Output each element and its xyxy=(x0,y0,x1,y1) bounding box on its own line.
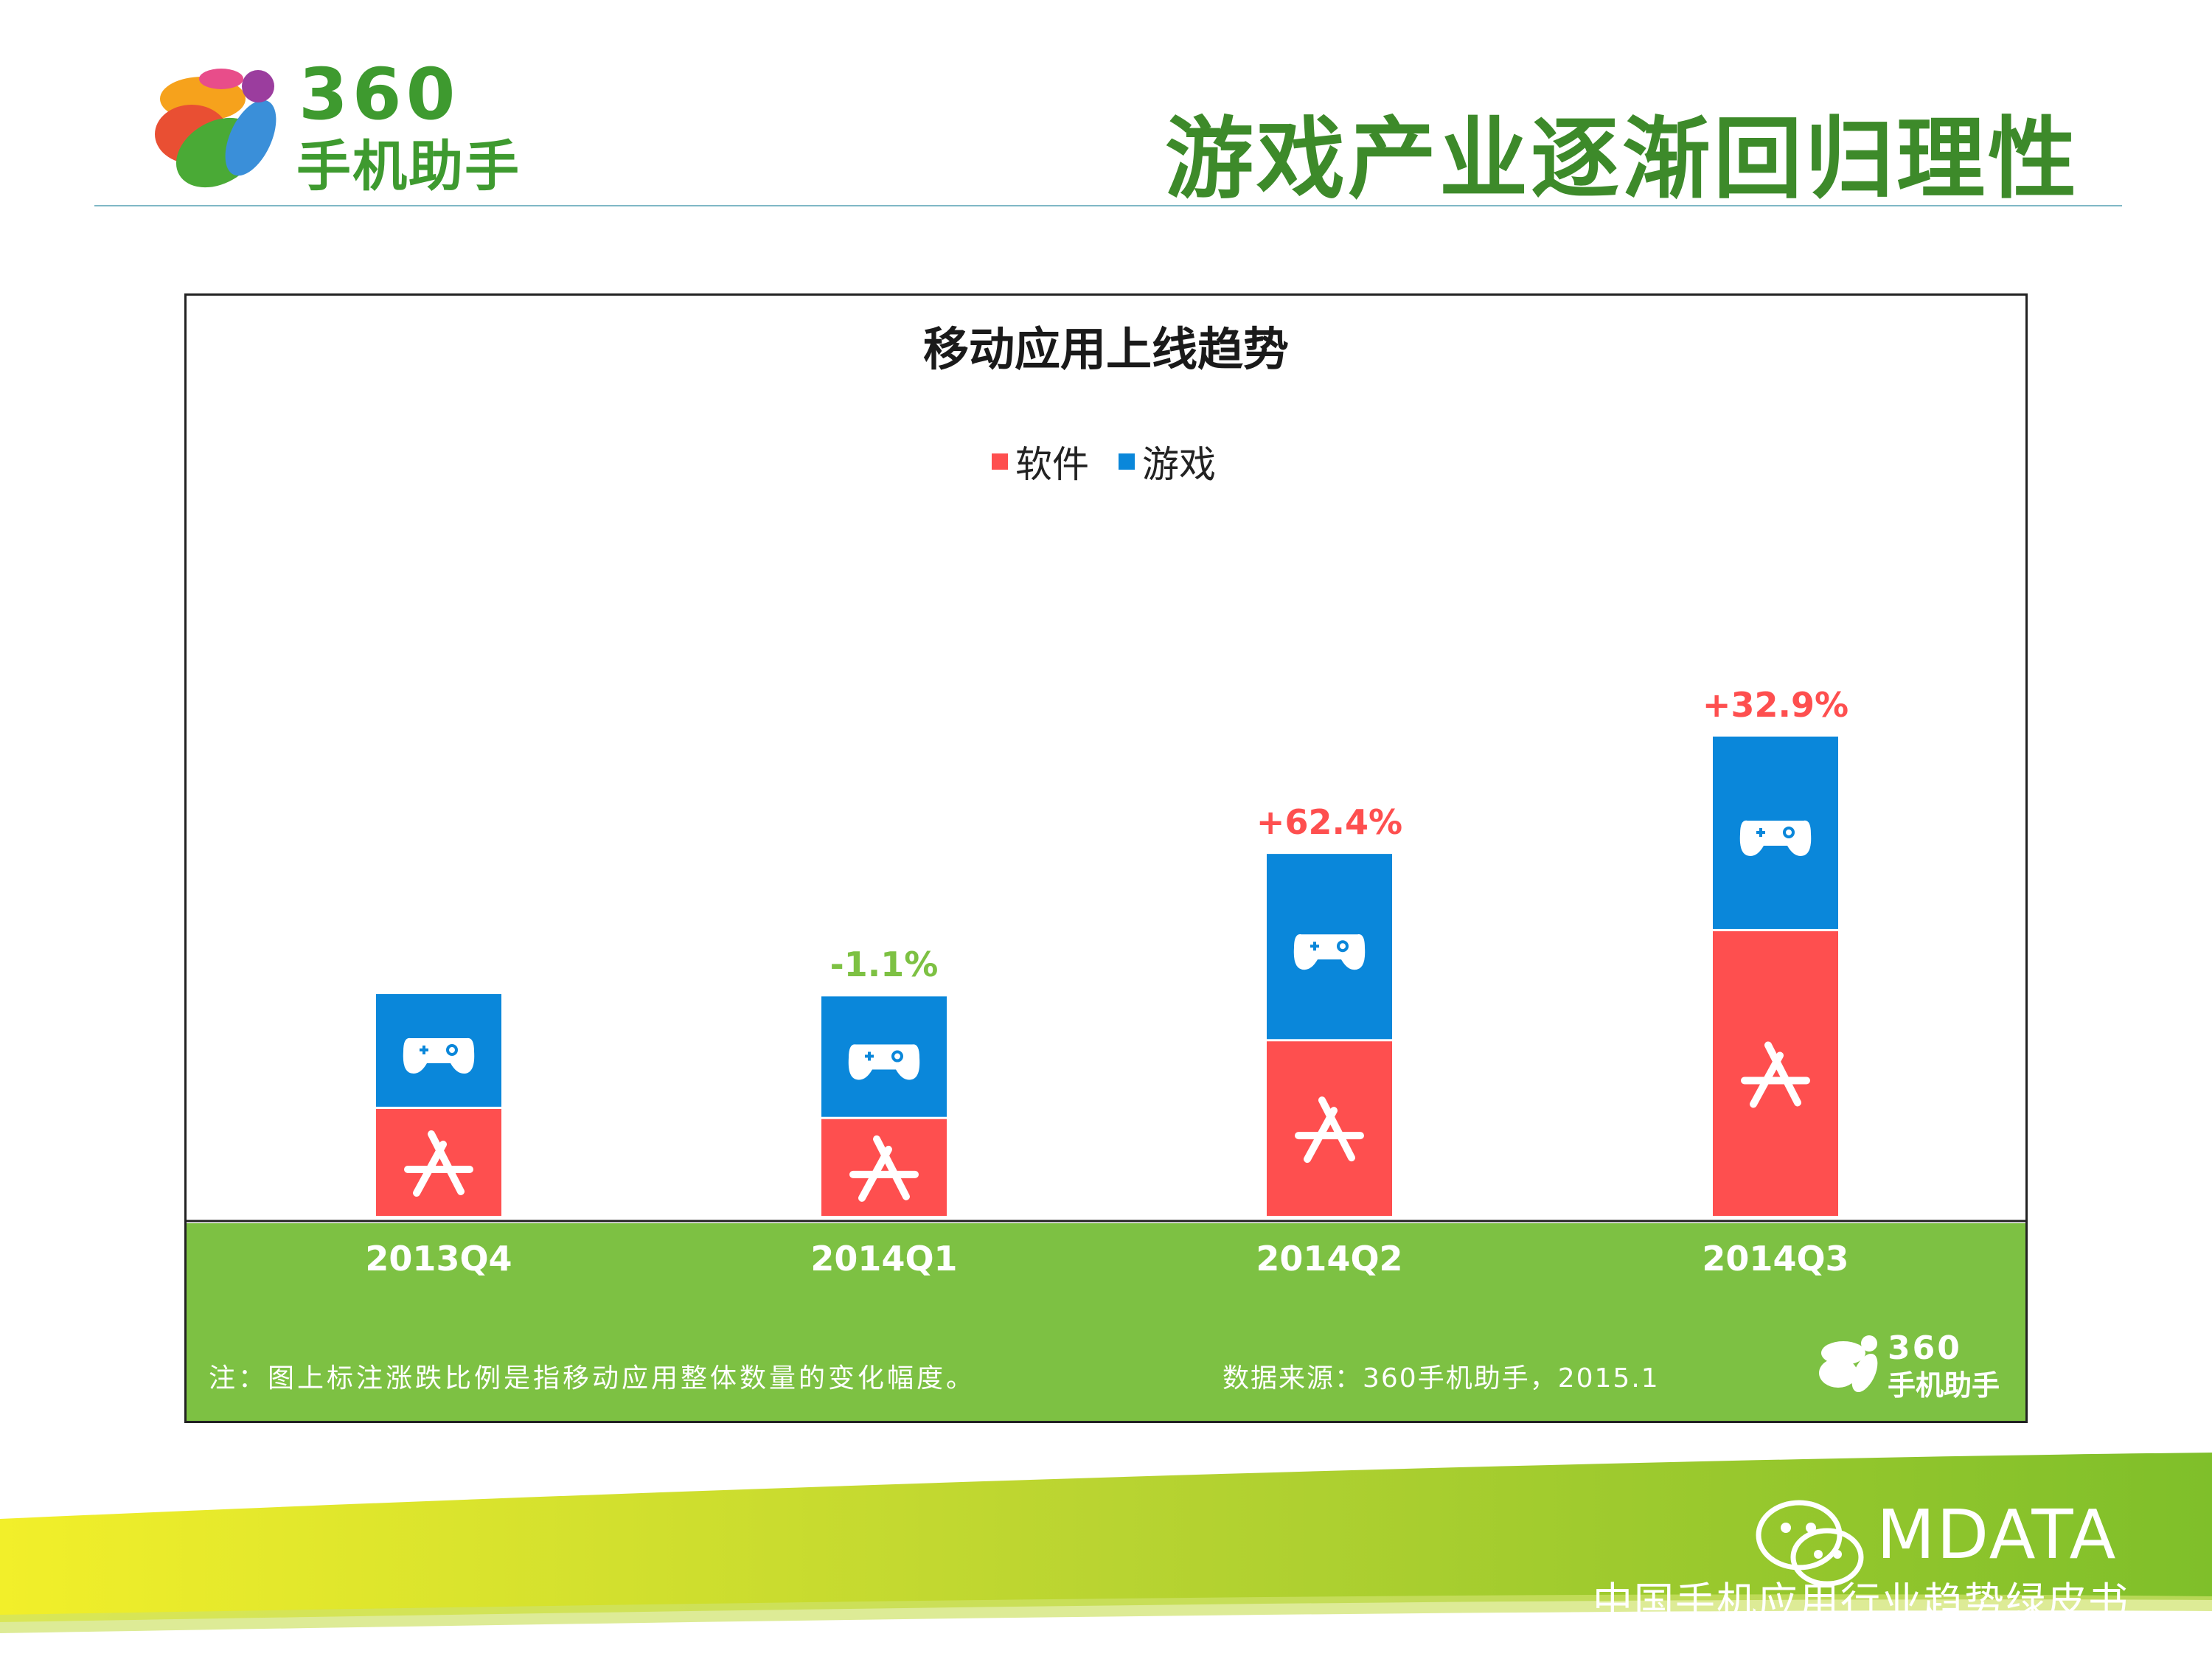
footer-logo-number: 360 xyxy=(1888,1329,1962,1367)
bar-2013Q4-games xyxy=(376,994,501,1107)
logo-number: 360 xyxy=(299,53,460,136)
legend-swatch-games xyxy=(1119,453,1135,470)
footnote: 注：图上标注涨跌比例是指移动应用整体数量的变化幅度。 xyxy=(209,1363,976,1394)
logo-name: 手机助手 xyxy=(296,135,521,198)
footer-logo-icon xyxy=(1819,1335,1878,1393)
legend-swatch-software xyxy=(992,453,1008,470)
category-label-2014Q2: 2014Q2 xyxy=(1256,1239,1403,1279)
bar-2014Q1-software xyxy=(821,1119,947,1216)
bar-2014Q1-games xyxy=(821,996,947,1117)
bar-2013Q4-software xyxy=(376,1108,501,1216)
bar-2014Q2-games xyxy=(1267,854,1392,1040)
change-label-2014Q1: -1.1% xyxy=(830,945,939,985)
bar-2014Q3-software xyxy=(1713,931,1838,1216)
category-label-2014Q3: 2014Q3 xyxy=(1702,1239,1849,1279)
legend-label-games: 游戏 xyxy=(1142,443,1216,486)
bar-2014Q2-software xyxy=(1267,1041,1392,1216)
legend-item-software: 软件 xyxy=(992,435,1089,488)
legend-item-games: 游戏 xyxy=(1119,435,1216,488)
legend-label-software: 软件 xyxy=(1015,443,1089,486)
chart-title: 移动应用上线趋势 xyxy=(922,322,1289,376)
header-divider xyxy=(94,205,2122,206)
category-band xyxy=(187,1223,2025,1421)
wechat-icon xyxy=(1756,1500,1864,1587)
brand-name: MDATA xyxy=(1877,1495,2118,1574)
data-source: 数据来源：360手机助手，2015.1 xyxy=(1222,1363,1660,1394)
change-label-2014Q2: +62.4% xyxy=(1256,802,1403,843)
logo-icon xyxy=(155,69,276,188)
brand-subtitle: 中国手机应用行业趋势绿皮书 xyxy=(1593,1579,2129,1625)
page-title: 游戏产业逐渐回归理性 xyxy=(1165,108,2079,211)
category-label-2014Q1: 2014Q1 xyxy=(810,1239,958,1279)
category-label-2013Q4: 2013Q4 xyxy=(365,1239,512,1279)
footer-wave xyxy=(0,1453,2212,1633)
bar-2014Q3-games xyxy=(1713,736,1838,929)
change-label-2014Q3: +32.9% xyxy=(1702,684,1849,725)
footer-logo-name: 手机助手 xyxy=(1888,1369,2000,1402)
chart-legend: 软件 游戏 xyxy=(992,435,1216,488)
